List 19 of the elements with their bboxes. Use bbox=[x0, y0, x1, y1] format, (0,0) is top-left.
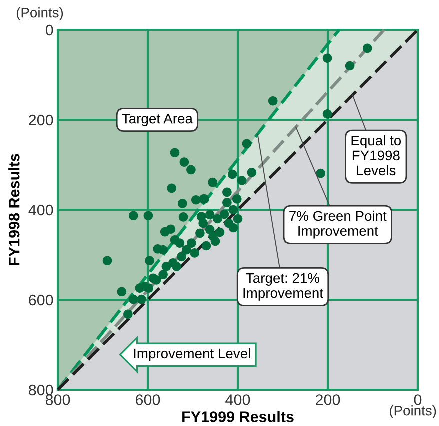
annotation: Equal to FY1998 Levels bbox=[352, 135, 402, 176]
annotation: Target Area bbox=[122, 114, 193, 126]
y-tick-label: 800 bbox=[29, 384, 54, 396]
text: (Points) bbox=[16, 8, 64, 20]
annotation: Target: 21% Improvement bbox=[244, 273, 324, 301]
y-tick-label: 200 bbox=[29, 114, 54, 126]
x-tick-label: 400 bbox=[226, 394, 250, 406]
x-axis-title: FY1999 Results bbox=[182, 411, 294, 422]
x-tick-label: 200 bbox=[316, 394, 340, 406]
x-tick-label: 800 bbox=[46, 394, 70, 406]
y-tick-label: 600 bbox=[29, 294, 54, 306]
annotation: 7% Green Point Improvement bbox=[290, 210, 387, 239]
y-tick-label: 0 bbox=[46, 24, 54, 36]
text: (Points) bbox=[390, 406, 436, 418]
y-axis-title: FY1998 Results bbox=[8, 154, 20, 266]
annotation: Improvement Level bbox=[134, 348, 250, 362]
x-tick-label: 600 bbox=[136, 394, 160, 406]
x-tick-label: 0 bbox=[414, 394, 422, 406]
y-tick-label: 400 bbox=[28, 204, 54, 216]
